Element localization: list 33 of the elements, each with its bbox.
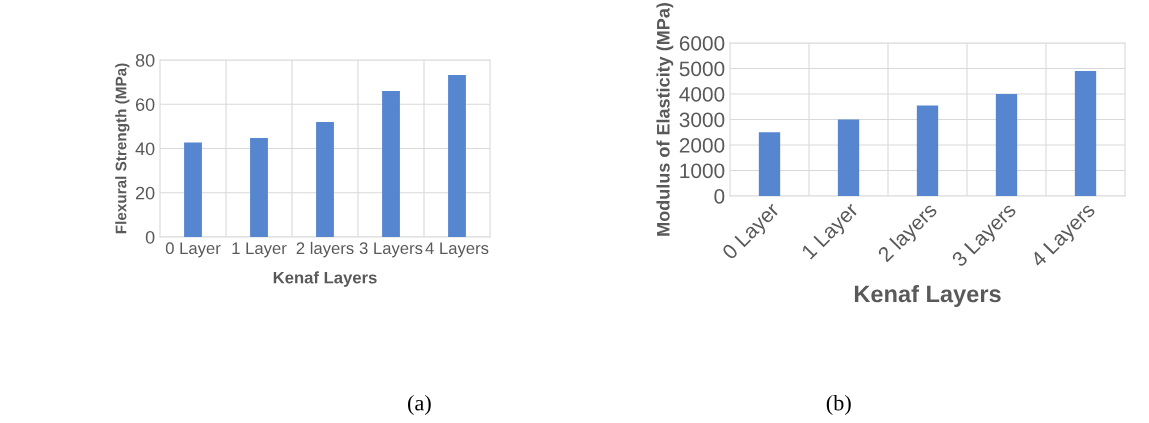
x-axis-title: Kenaf Layers (273, 271, 377, 287)
y-axis-title: Flexural Strength (MPa) (115, 63, 130, 234)
x-tick-label: 3 Layers (359, 242, 423, 258)
bar (250, 137, 268, 237)
y-tick-label: 1000 (680, 163, 725, 179)
x-axis-title: Kenaf Layers (854, 284, 1001, 307)
bar (1074, 71, 1097, 196)
bar (758, 132, 781, 196)
y-tick-label: 4000 (679, 87, 725, 102)
x-tick-label: 1 Layer (232, 242, 287, 258)
bar (448, 75, 466, 237)
y-tick-label: 2000 (679, 138, 725, 153)
bar (184, 142, 202, 237)
y-tick-label: 60 (135, 98, 155, 111)
bar (382, 90, 400, 237)
bar (837, 119, 860, 196)
y-tick-label: 0 (145, 230, 155, 244)
x-tick-label: 0 Layer (165, 242, 221, 258)
y-tick-label: 40 (135, 142, 155, 156)
y-tick-label: 3000 (679, 112, 725, 128)
y-axis-title: Modulus of Elasticity (MPa) (656, 3, 674, 236)
y-tick-label: 20 (135, 186, 155, 200)
bar (916, 105, 939, 196)
y-tick-label: 6000 (679, 36, 725, 51)
bar (995, 94, 1018, 196)
y-tick-label: 5000 (679, 61, 725, 77)
text: (b) (826, 394, 851, 416)
x-tick-label: 2 layers (296, 241, 354, 258)
y-tick-label: 80 (135, 53, 155, 67)
text: (a) (408, 394, 431, 416)
y-tick-label: 0 (714, 189, 725, 204)
bar (316, 121, 334, 237)
x-tick-label: 4 Layers (425, 242, 489, 258)
